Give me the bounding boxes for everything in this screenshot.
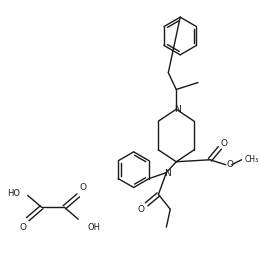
Text: N: N xyxy=(164,169,171,178)
Text: OH: OH xyxy=(87,222,100,232)
Text: O: O xyxy=(137,205,144,214)
Text: O: O xyxy=(220,139,227,149)
Text: N: N xyxy=(174,105,181,114)
Text: HO: HO xyxy=(7,189,20,198)
Text: O: O xyxy=(19,222,26,232)
Text: O: O xyxy=(80,183,87,192)
Text: CH₃: CH₃ xyxy=(244,155,258,164)
Text: O: O xyxy=(226,160,233,169)
